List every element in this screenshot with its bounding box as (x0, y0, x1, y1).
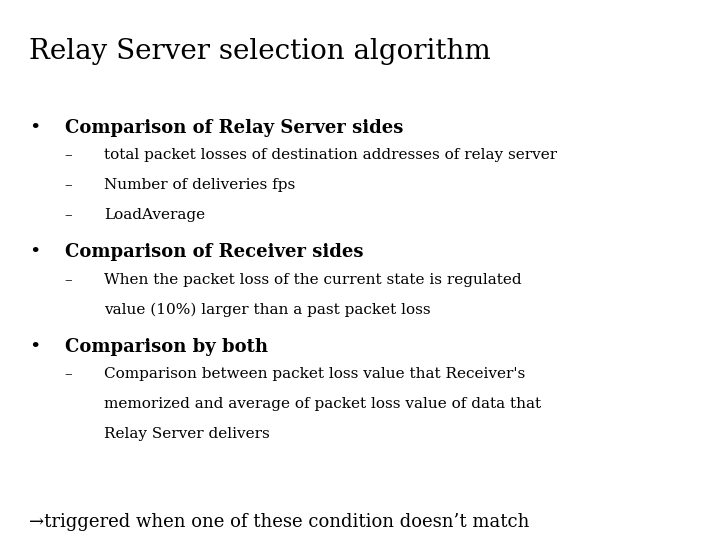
Text: Comparison of Receiver sides: Comparison of Receiver sides (65, 243, 364, 261)
Text: –: – (65, 178, 73, 192)
Text: LoadAverage: LoadAverage (104, 208, 205, 222)
Text: Relay Server selection algorithm: Relay Server selection algorithm (29, 38, 490, 65)
Text: •: • (29, 243, 40, 261)
Text: →triggered when one of these condition doesn’t match: →triggered when one of these condition d… (29, 513, 529, 531)
Text: Comparison between packet loss value that Receiver's: Comparison between packet loss value tha… (104, 367, 526, 381)
Text: –: – (65, 208, 73, 222)
Text: When the packet loss of the current state is regulated: When the packet loss of the current stat… (104, 273, 522, 287)
Text: total packet losses of destination addresses of relay server: total packet losses of destination addre… (104, 148, 557, 163)
Text: memorized and average of packet loss value of data that: memorized and average of packet loss val… (104, 397, 541, 411)
Text: •: • (29, 338, 40, 355)
Text: –: – (65, 273, 73, 287)
Text: Relay Server delivers: Relay Server delivers (104, 427, 270, 441)
Text: Comparison by both: Comparison by both (65, 338, 268, 355)
Text: value (10%) larger than a past packet loss: value (10%) larger than a past packet lo… (104, 302, 431, 317)
Text: –: – (65, 367, 73, 381)
Text: •: • (29, 119, 40, 137)
Text: Number of deliveries fps: Number of deliveries fps (104, 178, 296, 192)
Text: Comparison of Relay Server sides: Comparison of Relay Server sides (65, 119, 403, 137)
Text: –: – (65, 148, 73, 163)
